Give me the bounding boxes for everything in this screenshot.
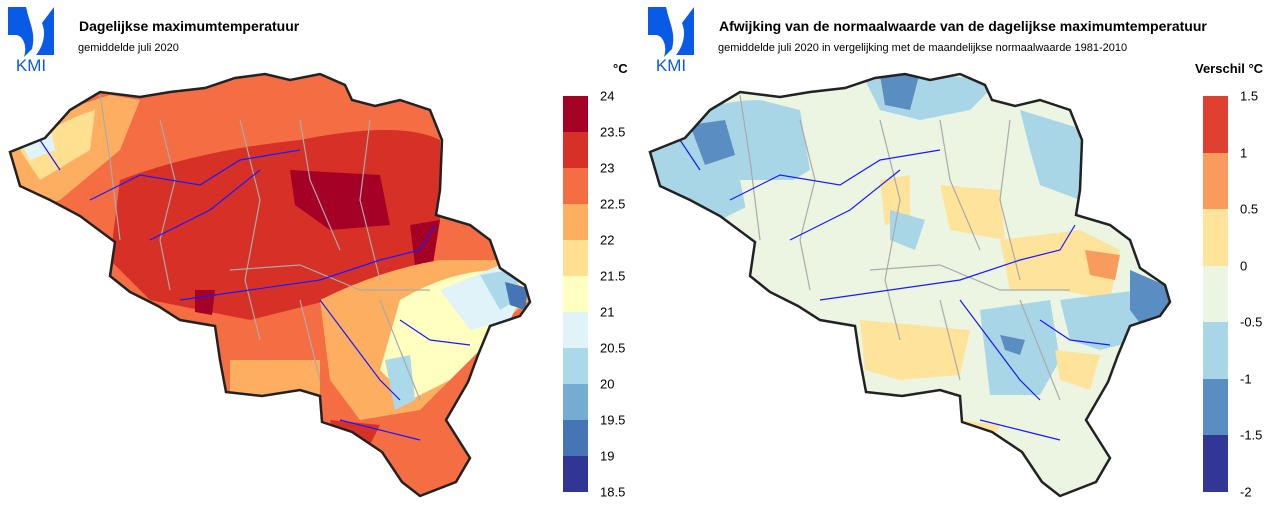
legend-tick: 19.5 xyxy=(600,412,626,428)
legend-tick: 24 xyxy=(600,88,615,104)
legend-tick: 20.5 xyxy=(600,340,626,356)
legend-swatch xyxy=(563,132,588,168)
kmi-logo: KMI xyxy=(8,7,54,73)
temperature-legend-bar xyxy=(563,96,588,492)
legend-swatch xyxy=(1203,435,1228,493)
legend-tick: 21 xyxy=(600,304,615,320)
legend-tick: -0.5 xyxy=(1240,314,1263,330)
map-subtitle: gemiddelde juli 2020 xyxy=(78,42,179,54)
map-subtitle: gemiddelde juli 2020 in vergelijking met… xyxy=(718,42,1128,54)
legend-unit: Verschil °C xyxy=(1195,61,1264,76)
legend-unit: °C xyxy=(613,61,628,76)
legend-swatch xyxy=(563,456,588,492)
legend-tick: 20 xyxy=(600,376,615,392)
legend-tick: 0.5 xyxy=(1240,201,1259,217)
legend-swatch xyxy=(1203,265,1228,323)
legend-swatch xyxy=(563,312,588,348)
legend-swatch xyxy=(1203,152,1228,210)
legend-tick: -1.5 xyxy=(1240,427,1263,443)
legend-swatch xyxy=(1203,378,1228,436)
legend-tick: 22 xyxy=(600,232,615,248)
legend-swatch xyxy=(563,240,588,276)
legend-tick: 1 xyxy=(1240,145,1248,161)
legend-swatch xyxy=(563,276,588,312)
legend-tick: 19 xyxy=(600,448,615,464)
legend-tick: 23 xyxy=(600,160,615,176)
belgium-temperature-map xyxy=(8,72,532,498)
legend-tick: 23.5 xyxy=(600,124,626,140)
legend-tick: -2 xyxy=(1240,484,1252,500)
svg-text:KMI: KMI xyxy=(656,56,686,73)
legend-tick: 21.5 xyxy=(600,268,626,284)
map-title: Dagelijkse maximumtemperatuur xyxy=(79,18,300,34)
legend-swatch xyxy=(563,420,588,456)
kmi-logo: KMI xyxy=(648,7,694,73)
temperature-legend-ticks: 24 23.5 23 22.5 22 21.5 21 20.5 20 19.5 … xyxy=(600,89,640,500)
legend-swatch xyxy=(1203,322,1228,379)
legend-swatch xyxy=(563,168,588,204)
belgium-anomaly-map xyxy=(648,72,1172,498)
legend-swatch xyxy=(563,348,588,384)
legend-swatch xyxy=(563,96,588,132)
panel-temperature-anomaly: KMI Afwijking van de normaalwaarde van d… xyxy=(640,0,1280,507)
svg-text:KMI: KMI xyxy=(16,56,46,73)
legend-swatch xyxy=(1203,96,1228,153)
panel-max-temperature: KMI Dagelijkse maximumtemperatuur gemidd… xyxy=(8,7,640,500)
legend-tick: 22.5 xyxy=(600,196,626,212)
anomaly-legend-ticks: 1.5 1 0.5 0 -0.5 -1 -1.5 -2 xyxy=(1240,89,1280,500)
legend-tick: 1.5 xyxy=(1240,88,1259,104)
legend-tick: -1 xyxy=(1240,371,1252,387)
legend-tick: 18.5 xyxy=(600,484,626,500)
anomaly-legend-bar xyxy=(1203,96,1228,493)
legend-tick: 0 xyxy=(1240,258,1248,274)
legend-swatch xyxy=(563,384,588,420)
legend-swatch xyxy=(1203,209,1228,266)
legend-swatch xyxy=(563,204,588,240)
map-title: Afwijking van de normaalwaarde van de da… xyxy=(719,18,1207,34)
